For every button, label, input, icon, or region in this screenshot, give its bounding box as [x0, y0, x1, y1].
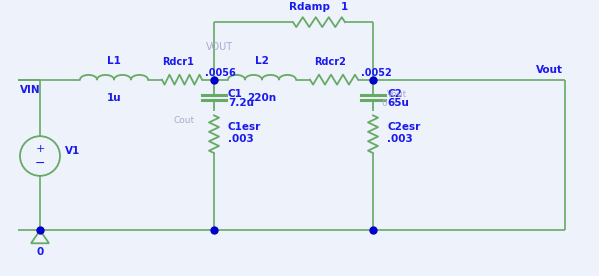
Text: V1: V1 [65, 146, 80, 156]
Text: −: − [35, 156, 46, 169]
Text: L1: L1 [107, 56, 121, 66]
Text: .003: .003 [387, 134, 413, 144]
Text: C1: C1 [228, 89, 243, 99]
Text: 1: 1 [341, 2, 348, 12]
Text: Vout: Vout [536, 65, 563, 75]
Text: 7.2u: 7.2u [228, 99, 254, 108]
Text: C2esr: C2esr [387, 122, 420, 132]
Text: Rdcr1: Rdcr1 [162, 57, 194, 67]
Text: .003: .003 [228, 134, 254, 144]
Text: +: + [35, 144, 45, 154]
Text: 220n: 220n [247, 92, 277, 103]
Text: C2: C2 [387, 89, 402, 99]
Text: 1u: 1u [107, 92, 122, 103]
Text: 0: 0 [37, 247, 44, 257]
Text: VOUT: VOUT [205, 42, 232, 52]
Text: Rdamp: Rdamp [289, 2, 329, 12]
Text: L2: L2 [255, 56, 269, 66]
Text: 0: 0 [381, 99, 387, 108]
Text: Vout: Vout [387, 90, 407, 99]
Text: VIN: VIN [20, 85, 41, 95]
Text: C1esr: C1esr [228, 122, 261, 132]
Text: .0052: .0052 [361, 68, 392, 78]
Text: Cout: Cout [174, 116, 195, 125]
Text: .0056: .0056 [205, 68, 236, 78]
Text: 65u: 65u [387, 99, 409, 108]
Text: Rdcr2: Rdcr2 [314, 57, 346, 67]
